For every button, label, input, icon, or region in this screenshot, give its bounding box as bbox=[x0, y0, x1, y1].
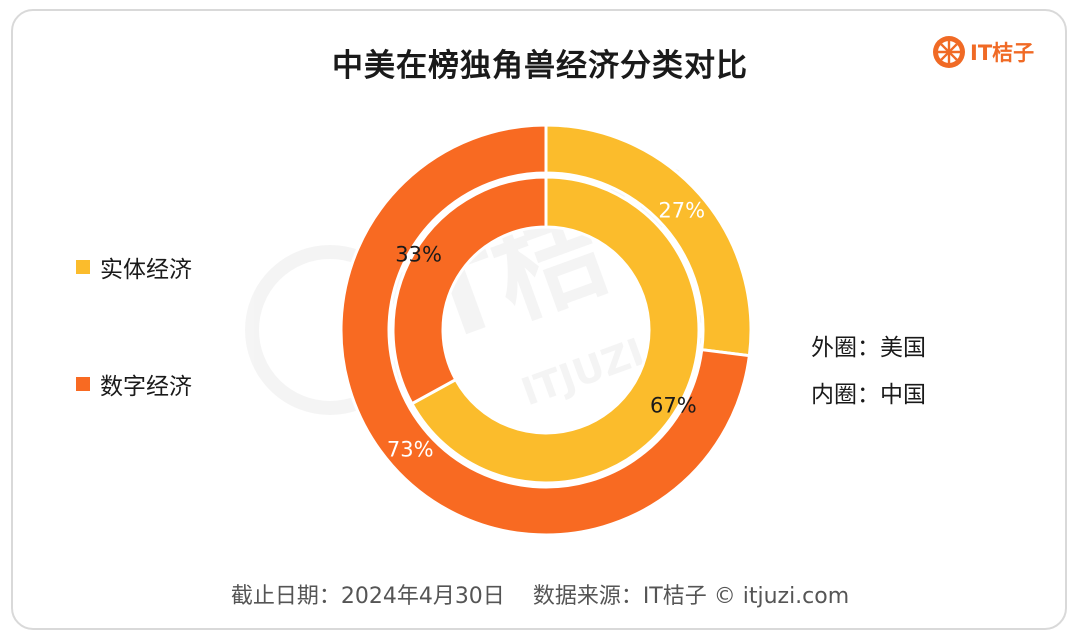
legend-swatch bbox=[76, 377, 90, 391]
outer-ring-label-digital: 73% bbox=[387, 438, 434, 462]
legend-item-physical-economy: 实体经济 bbox=[76, 250, 192, 284]
inner-ring-label-digital: 33% bbox=[395, 243, 442, 267]
orange-slice-logo-icon bbox=[933, 36, 965, 68]
inner-ring-slice-physical bbox=[409, 175, 701, 485]
legend-item-digital-economy: 数字经济 bbox=[76, 367, 192, 401]
outer-ring-slice-digital bbox=[339, 123, 752, 537]
outer-ring-note: 外圈：美国 bbox=[811, 335, 926, 361]
brand-name: IT桔子 bbox=[970, 41, 1035, 65]
footer: 截止日期：2024年4月30日 数据来源：IT桔子 © itjuzi.com bbox=[0, 578, 1080, 610]
inner-ring-note: 内圈：中国 bbox=[811, 382, 926, 408]
footer-date: 截止日期：2024年4月30日 bbox=[230, 584, 505, 609]
legend-label: 实体经济 bbox=[100, 257, 192, 283]
inner-ring-label-physical: 67% bbox=[650, 393, 697, 417]
inner-ring-slice-digital bbox=[391, 175, 548, 406]
chart-title: 中美在榜独角兽经济分类对比 bbox=[332, 48, 748, 84]
legend-label: 数字经济 bbox=[100, 374, 192, 400]
brand-logo: IT桔子 bbox=[932, 35, 1034, 69]
outer-ring-label-physical: 27% bbox=[658, 198, 705, 222]
footer-source: 数据来源：IT桔子 © itjuzi.com bbox=[532, 584, 850, 609]
legend-swatch bbox=[76, 260, 90, 274]
